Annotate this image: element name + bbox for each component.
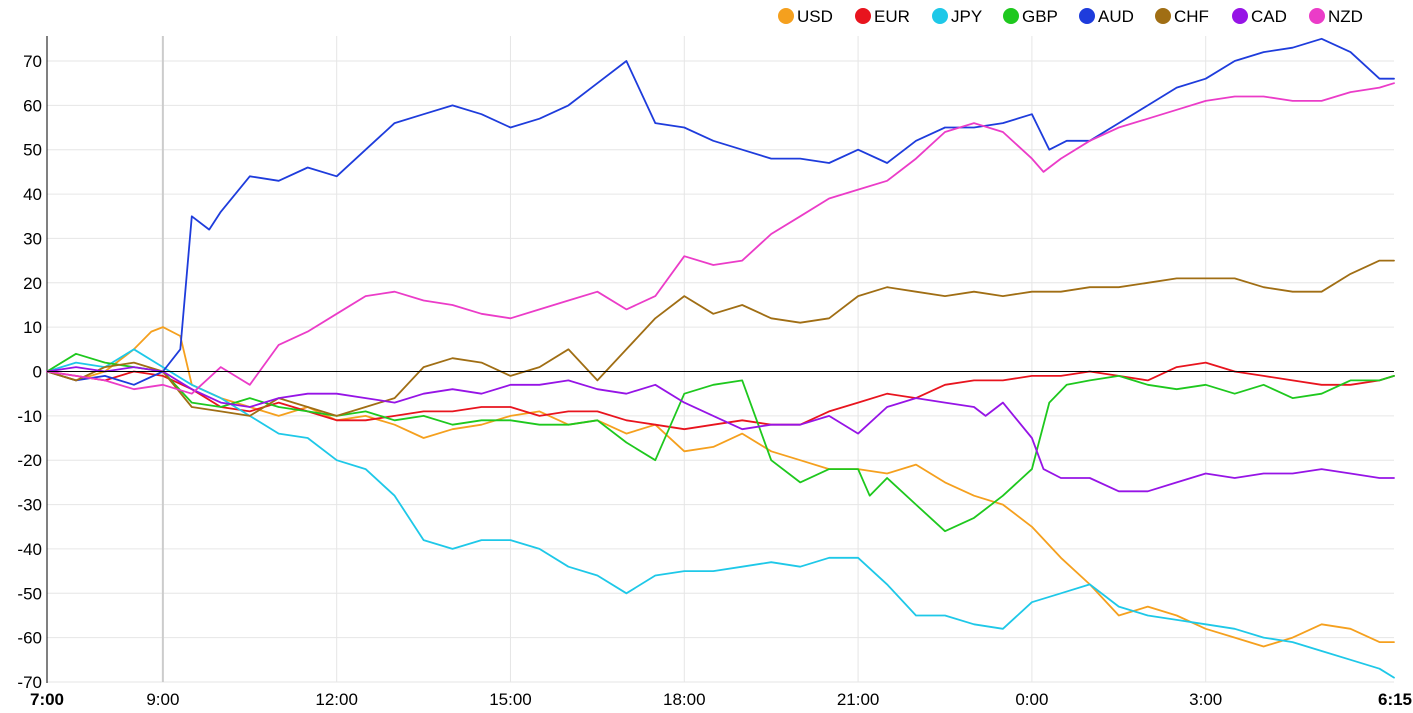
legend-swatch	[778, 8, 794, 24]
legend-label: CHF	[1174, 7, 1209, 26]
x-tick-label: 3:00	[1189, 690, 1222, 709]
axis-layer: 70 60 50 40 30 20 10 0 -10 -20 -30 -40 -50 -60 -707:00…	[17, 36, 1412, 709]
y-tick-label: -50	[17, 584, 42, 603]
x-tick-label: 12:00	[315, 690, 358, 709]
series-layer	[46, 37, 1395, 679]
legend-label: JPY	[951, 7, 982, 26]
x-tick-label: 15:00	[489, 690, 532, 709]
y-tick-label: 20	[23, 274, 42, 293]
legend-label: EUR	[874, 7, 910, 26]
legend-item-aud[interactable]: AUD	[1079, 7, 1134, 26]
y-tick-label: 40	[23, 185, 42, 204]
series-line-jpy	[46, 348, 1395, 679]
y-tick-label: 0	[33, 363, 42, 382]
legend-label: CAD	[1251, 7, 1287, 26]
legend-item-eur[interactable]: EUR	[855, 7, 910, 26]
legend[interactable]: USD EUR JPY GBP AUD CHF CAD NZD	[778, 7, 1363, 26]
legend-swatch	[1155, 8, 1171, 24]
legend-swatch	[1232, 8, 1248, 24]
grid-layer	[47, 36, 1394, 683]
y-tick-label: -70	[17, 673, 42, 692]
y-tick-label: 30	[23, 229, 42, 248]
y-tick-label: -20	[17, 451, 42, 470]
series-line-cad	[46, 366, 1395, 493]
y-tick-label: 50	[23, 141, 42, 160]
x-tick-label: 18:00	[663, 690, 706, 709]
legend-label: USD	[797, 7, 833, 26]
series-line-aud	[46, 37, 1395, 386]
legend-swatch	[1309, 8, 1325, 24]
series-line-nzd	[46, 82, 1395, 395]
x-tick-label: 0:00	[1015, 690, 1048, 709]
legend-swatch	[932, 8, 948, 24]
y-tick-label: -40	[17, 540, 42, 559]
y-tick-label: -30	[17, 496, 42, 515]
y-tick-label: -10	[17, 407, 42, 426]
legend-item-chf[interactable]: CHF	[1155, 7, 1209, 26]
series-line-chf	[46, 259, 1395, 417]
x-tick-label: 6:15	[1378, 690, 1412, 709]
y-tick-label: 60	[23, 96, 42, 115]
series-line-usd	[46, 326, 1395, 648]
legend-item-cad[interactable]: CAD	[1232, 7, 1287, 26]
legend-label: NZD	[1328, 7, 1363, 26]
legend-item-nzd[interactable]: NZD	[1309, 7, 1363, 26]
legend-item-usd[interactable]: USD	[778, 7, 833, 26]
legend-item-gbp[interactable]: GBP	[1003, 7, 1058, 26]
legend-swatch	[1079, 8, 1095, 24]
legend-item-jpy[interactable]: JPY	[932, 7, 982, 26]
y-tick-label: 10	[23, 318, 42, 337]
series-line-gbp	[46, 352, 1395, 533]
x-tick-label: 7:00	[30, 690, 64, 709]
x-tick-label: 21:00	[837, 690, 880, 709]
y-tick-label: 70	[23, 52, 42, 71]
x-tick-label: 9:00	[146, 690, 179, 709]
legend-swatch	[1003, 8, 1019, 24]
legend-label: GBP	[1022, 7, 1058, 26]
legend-swatch	[855, 8, 871, 24]
y-tick-label: -60	[17, 629, 42, 648]
legend-label: AUD	[1098, 7, 1134, 26]
